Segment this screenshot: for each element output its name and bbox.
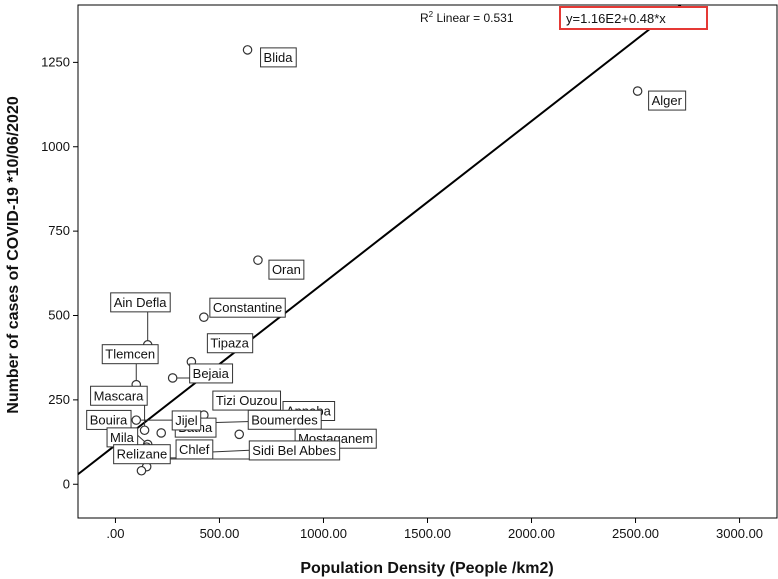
point-label-box xyxy=(189,363,234,384)
point-label-text: Boumerdes xyxy=(251,412,318,427)
data-point xyxy=(131,415,142,425)
point-label: Bejaia xyxy=(189,363,234,384)
y-axis-title: Number of cases of COVID-19 *10/06/2020 xyxy=(5,96,22,414)
point-label: Jijel xyxy=(171,410,202,431)
point-label-box xyxy=(268,259,305,280)
point-label: Alger xyxy=(648,90,687,111)
point-label: Tipaza xyxy=(206,333,254,354)
point-label-text: Sidi Bel Abbes xyxy=(252,443,336,458)
point-label-text: Constantine xyxy=(213,300,282,315)
data-point xyxy=(234,429,245,440)
point-label: Mascara xyxy=(90,385,148,406)
r2-annotation: R2 Linear = 0.531 xyxy=(420,10,514,25)
data-point xyxy=(167,373,178,383)
point-label: Mila xyxy=(106,427,139,448)
data-point xyxy=(199,312,209,322)
point-label-box xyxy=(212,390,282,411)
x-axis-title: Population Density (People /km2) xyxy=(300,560,553,577)
point-label-box xyxy=(260,47,297,68)
r2-superscript: 2 xyxy=(429,10,434,19)
y-tick-label: 1000 xyxy=(41,139,70,154)
point-label: Ain Defla xyxy=(110,292,171,313)
point-label-box xyxy=(90,385,148,406)
data-point xyxy=(253,255,263,265)
point-label-box xyxy=(113,444,171,465)
point-labels: Blida Alger Oran Constantine Ain Defla Tipaza… xyxy=(86,47,687,465)
data-point xyxy=(242,45,253,55)
point-label-box xyxy=(206,333,254,354)
point-label-text: Relizane xyxy=(117,447,168,462)
point-label-text: Oran xyxy=(272,262,301,277)
point-label: Oran xyxy=(268,259,305,280)
point-label: Sidi Bel Abbes xyxy=(248,440,341,461)
data-point xyxy=(156,428,167,438)
x-tick-label: 1500.00 xyxy=(404,526,451,541)
data-point xyxy=(632,86,643,96)
point-label-text: Blida xyxy=(264,50,294,65)
data-point xyxy=(139,425,150,436)
point-label-box xyxy=(101,344,159,365)
y-tick-label: 500 xyxy=(48,308,70,323)
point-label-text: Tizi Ouzou xyxy=(216,393,278,408)
point-label-box xyxy=(110,292,171,313)
point-label-text: Jijel xyxy=(175,413,198,428)
y-tick-label: 750 xyxy=(48,223,70,238)
regression-line xyxy=(77,4,682,476)
r2-text: Linear = 0.531 xyxy=(433,11,514,25)
point-label-text: Chlef xyxy=(179,442,210,457)
point-label-box xyxy=(247,409,322,430)
point-label-text: Mila xyxy=(110,430,135,445)
point-label-text: Mascara xyxy=(94,388,145,403)
data-point xyxy=(136,465,147,476)
x-tick-label: 3000.00 xyxy=(716,526,763,541)
x-tick-label: 500.00 xyxy=(200,526,240,541)
point-label: Bouira xyxy=(86,409,132,430)
y-tick-label: 0 xyxy=(63,476,70,491)
x-tick-label: 1000.00 xyxy=(300,526,347,541)
point-label: Boumerdes xyxy=(247,409,322,430)
point-label: Relizane xyxy=(113,444,171,465)
point-label: Blida xyxy=(260,47,297,68)
point-label: Chlef xyxy=(175,439,214,460)
x-tick-label: 2500.00 xyxy=(612,526,659,541)
r2-prefix: R xyxy=(420,11,429,25)
point-label: Constantine xyxy=(209,297,286,318)
point-label-text: Bouira xyxy=(90,412,128,427)
point-label-box xyxy=(209,297,286,318)
point-label-text: Tlemcen xyxy=(105,347,155,362)
point-label-box xyxy=(171,410,202,431)
x-tick-label: 2000.00 xyxy=(508,526,555,541)
point-label: Tizi Ouzou xyxy=(212,390,282,411)
point-label-text: Alger xyxy=(652,93,683,108)
regression-equation: y=1.16E2+0.48*x xyxy=(566,11,666,26)
point-label-text: Ain Defla xyxy=(114,295,168,310)
axes: .00 500.00 1000.00 1500.00 2000.00 2500.00 300… xyxy=(41,54,763,541)
y-tick-label: 250 xyxy=(48,392,70,407)
point-label-box xyxy=(248,440,341,461)
y-tick-label: 1250 xyxy=(41,54,70,69)
equation-box xyxy=(559,6,708,30)
point-label-box xyxy=(175,439,214,460)
point-label: Tlemcen xyxy=(101,344,159,365)
point-label-box xyxy=(648,90,687,111)
x-tick-label: .00 xyxy=(106,526,124,541)
point-label-text: Bejaia xyxy=(193,366,230,381)
point-label-text: Tipaza xyxy=(210,336,249,351)
